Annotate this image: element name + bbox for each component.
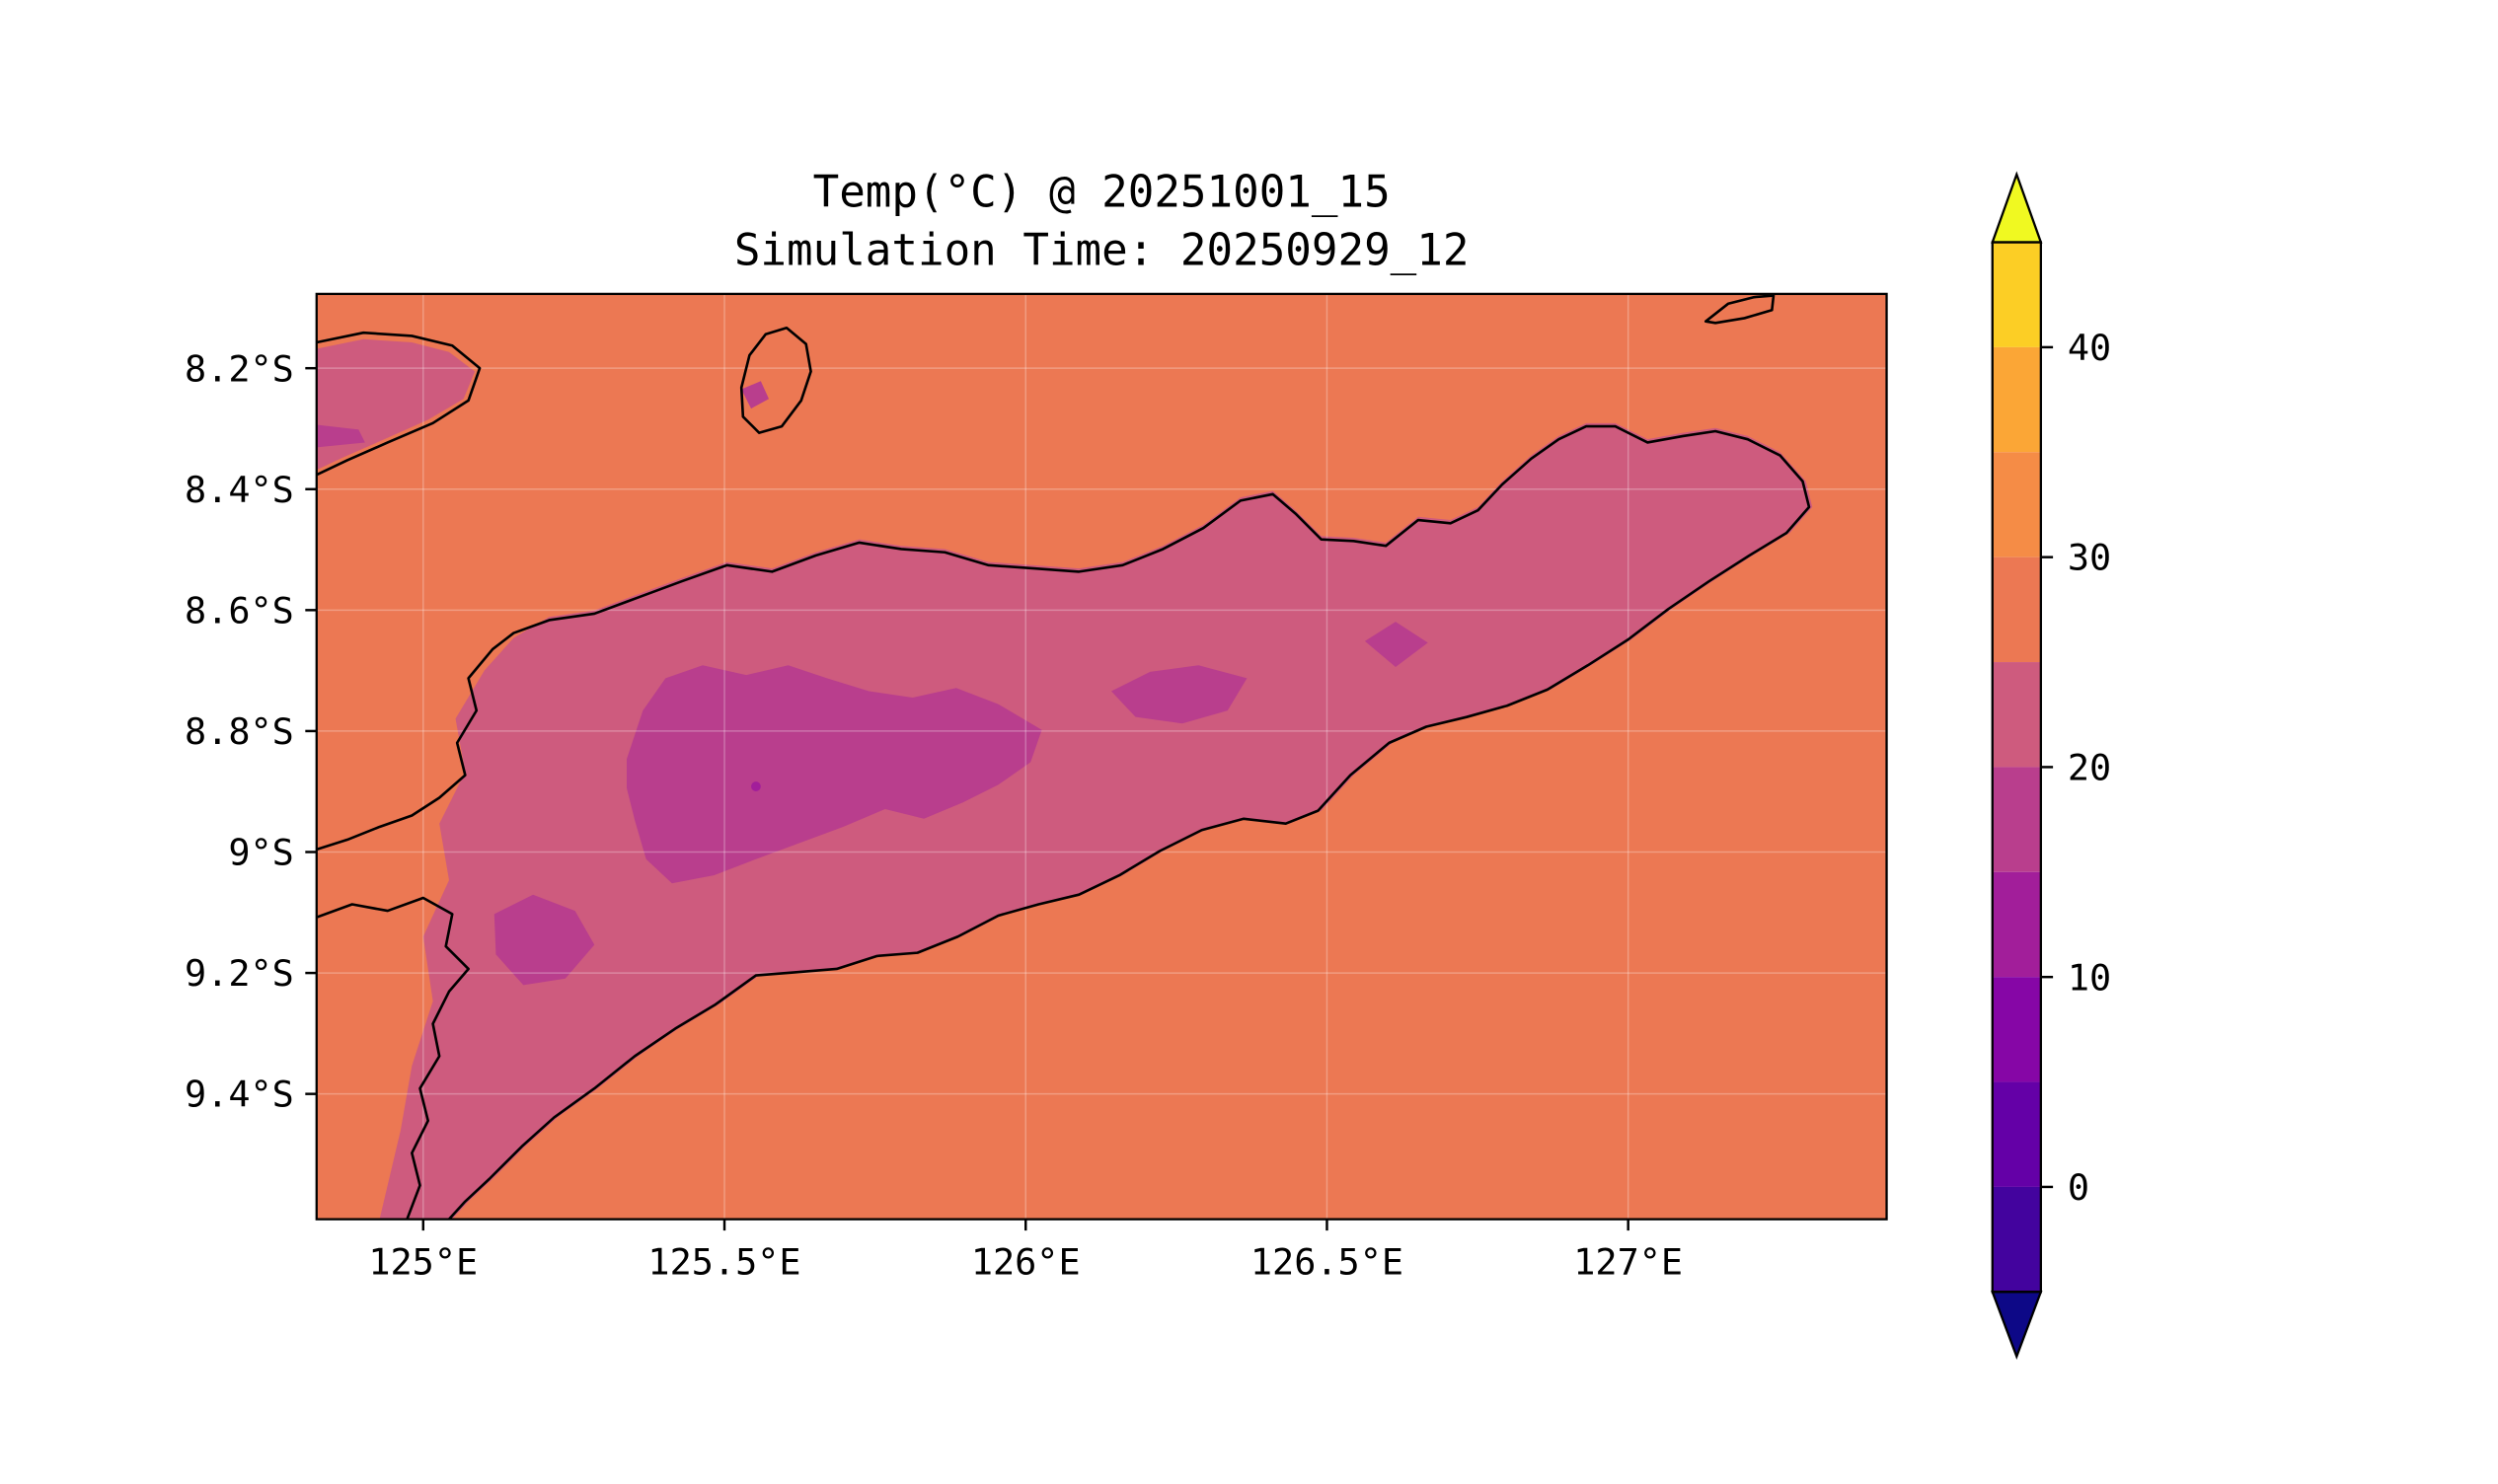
colorbar-segment <box>1992 346 2041 453</box>
y-tick-label: 8.8°S <box>185 710 294 753</box>
island-lowland-fill <box>379 422 1813 1220</box>
atauro-island-coastline <box>739 326 812 434</box>
y-axis: 8.2°S 8.4°S 8.6°S 8.8°S 9°S 9.2°S 9.4°S <box>185 347 317 1116</box>
wetar-fragment-coastline <box>1703 294 1776 325</box>
colorbar-tick-label: 40 <box>2068 327 2111 369</box>
plot-frame <box>315 292 1888 1221</box>
colorbar-segment <box>1992 662 2041 768</box>
x-tick-label: 126°E <box>971 1240 1081 1283</box>
coastlines <box>316 294 1811 1220</box>
y-tick-label: 9°S <box>228 832 293 874</box>
y-tick-label: 9.2°S <box>185 952 294 995</box>
y-tick-label: 8.6°S <box>185 589 294 631</box>
y-tick-label: 9.4°S <box>185 1074 294 1116</box>
highland-sliver-left-edge <box>316 424 365 448</box>
colorbar-tick-label: 0 <box>2068 1166 2089 1209</box>
x-tick-label: 125.5°E <box>647 1240 800 1283</box>
colorbar-extend-max-arrow <box>1991 171 2043 244</box>
highland-patch-diamond <box>1364 622 1428 667</box>
y-tick-label: 8.2°S <box>185 347 294 390</box>
colorbar-segment <box>1992 767 2041 872</box>
colorbar-tick-label: 10 <box>2068 956 2111 999</box>
colorbar-segment <box>1992 1081 2041 1187</box>
graticule-gridlines <box>316 293 1887 1220</box>
x-tick-label: 126.5°E <box>1250 1240 1403 1283</box>
highland-patch-east <box>1110 665 1248 724</box>
colorbar-segment <box>1992 556 2041 663</box>
colorbar-extend-min-arrow <box>1991 1291 2043 1361</box>
highland-patch-southwest <box>493 894 595 986</box>
colorbar-segment <box>1992 871 2041 978</box>
colorbar-tick-label: 20 <box>2068 747 2111 789</box>
figure-title: Temp(°C) @ 20251001_15 <box>813 168 1391 218</box>
colorbar-segment <box>1992 452 2041 557</box>
highland-patch-central <box>627 665 1042 884</box>
colorbar-segment <box>1992 242 2041 347</box>
colorbar-tick-label: 30 <box>2068 537 2111 579</box>
figure-subtitle: Simulation Time: 20250929_12 <box>734 225 1470 275</box>
map-plot-area <box>316 293 1887 1220</box>
y-tick-label: 8.4°S <box>185 469 294 511</box>
highland-spot-atauro <box>741 381 770 409</box>
colorbar-segment <box>1992 977 2041 1082</box>
timor-main-coastline <box>316 424 1811 1220</box>
colorbar-segment <box>1992 1186 2041 1293</box>
west-timor-north-coastline <box>316 331 482 477</box>
peak-cold-spot <box>751 781 761 791</box>
southwest-bay-coastline <box>316 896 470 1220</box>
x-tick-label: 125°E <box>368 1240 478 1283</box>
x-tick-label: 127°E <box>1573 1240 1683 1283</box>
x-axis: 125°E 125.5°E 126°E 126.5°E 127°E <box>368 1219 1683 1283</box>
colorbar: 40 30 20 10 0 <box>1991 171 2111 1361</box>
